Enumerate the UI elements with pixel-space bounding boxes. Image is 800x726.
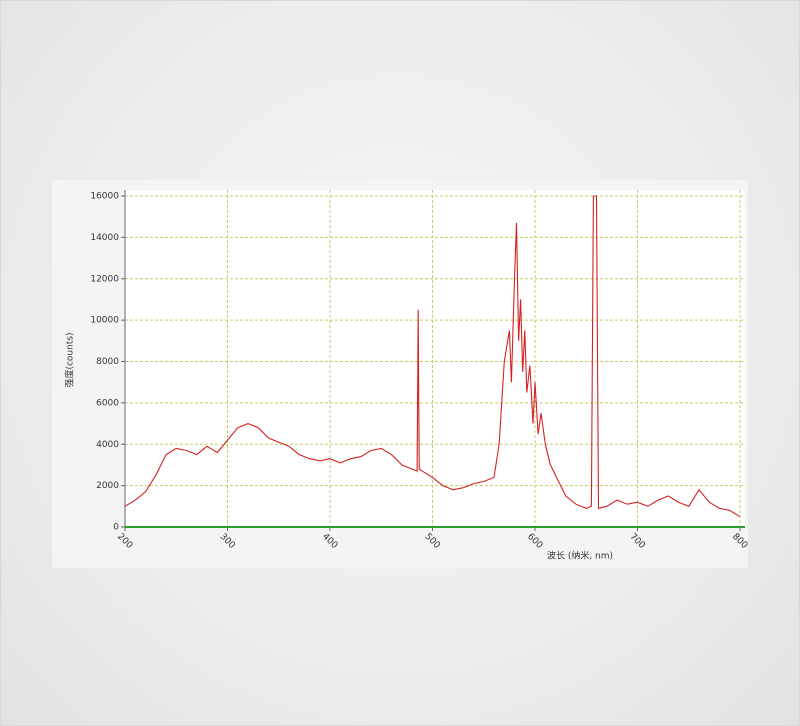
spectrum-line <box>124 195 741 518</box>
y-tick-label: 16000 <box>90 192 119 202</box>
y-tick-label: 8000 <box>96 357 119 367</box>
x-axis-label: 波长 (纳米, nm) <box>547 550 613 562</box>
y-tick-label: 14000 <box>90 233 119 243</box>
y-tick-label: 12000 <box>90 274 119 284</box>
y-tick-label: 6000 <box>96 398 119 408</box>
y-tick-label: 4000 <box>96 440 119 450</box>
plot-area <box>125 190 745 527</box>
y-tick-label: 0 <box>113 523 119 533</box>
y-tick-label: 10000 <box>90 316 119 326</box>
y-axis-label: 强度(counts) <box>64 332 76 387</box>
y-tick-label: 2000 <box>96 481 119 491</box>
